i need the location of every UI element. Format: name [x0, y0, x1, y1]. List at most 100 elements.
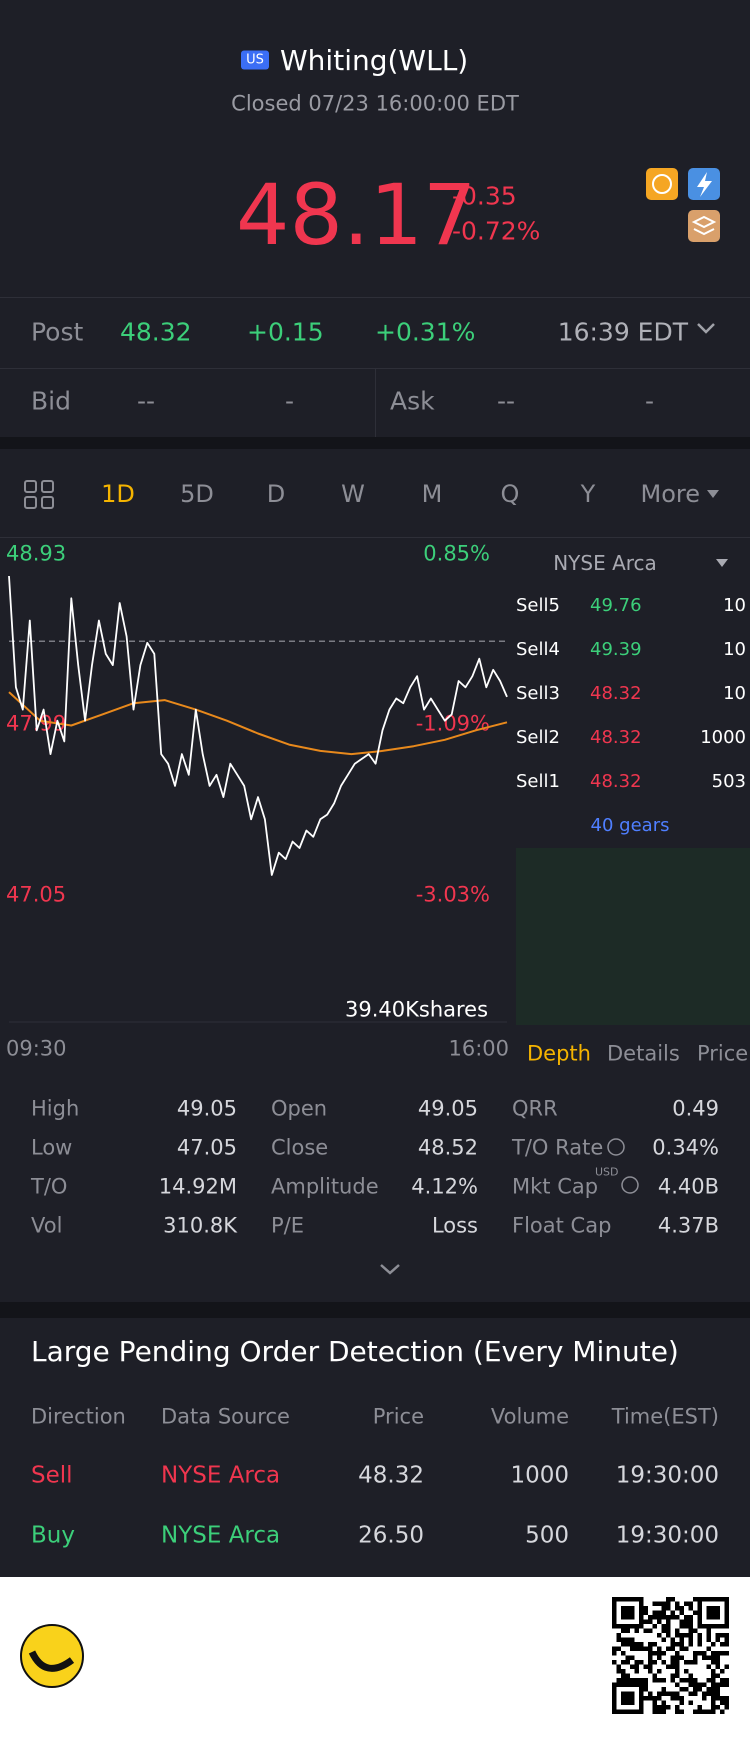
qr-module	[706, 1610, 711, 1615]
qr-module	[724, 1651, 729, 1656]
flash-glyph	[697, 172, 712, 197]
qr-module	[679, 1687, 684, 1692]
qr-module	[720, 1696, 725, 1701]
qr-module	[612, 1606, 617, 1611]
qr-module	[634, 1682, 639, 1687]
table-cell: 48.32	[358, 1462, 424, 1489]
qr-module	[643, 1678, 648, 1683]
qr-module	[715, 1615, 720, 1620]
dropdown-arrow[interactable]	[707, 490, 719, 498]
qr-module	[648, 1619, 653, 1624]
qr-module	[657, 1709, 662, 1714]
qr-module	[630, 1597, 635, 1602]
tab[interactable]: W	[341, 480, 365, 508]
logo-stripe	[28, 1650, 75, 1672]
post-label: Post	[31, 317, 84, 347]
qr-module	[702, 1597, 707, 1602]
dropdown-arrow[interactable]	[716, 559, 728, 567]
qr-module	[621, 1610, 626, 1615]
qr-module	[612, 1696, 617, 1701]
stat-label: Open	[271, 1096, 328, 1121]
qr-module	[679, 1633, 684, 1638]
qr-module	[657, 1646, 662, 1651]
qr-module	[679, 1709, 684, 1714]
book-label: Sell5	[516, 595, 560, 616]
qr-module	[621, 1660, 626, 1665]
qr-module	[643, 1696, 648, 1701]
chevron[interactable]	[697, 323, 715, 334]
bid-size: -	[285, 386, 295, 416]
qr-module	[643, 1687, 648, 1692]
qr-module	[666, 1691, 671, 1696]
tab[interactable]: 5D	[180, 480, 214, 508]
qr-module	[706, 1687, 711, 1692]
book-tab[interactable]: Details	[607, 1041, 680, 1066]
qr-module	[643, 1606, 648, 1611]
qr-module	[697, 1651, 702, 1656]
qr-module	[666, 1601, 671, 1606]
info-icon[interactable]	[621, 1176, 639, 1194]
tab[interactable]: Q	[500, 480, 520, 508]
book-size: 503	[711, 771, 746, 792]
qr-module	[688, 1637, 693, 1642]
tab[interactable]: M	[421, 480, 443, 508]
qr-module	[711, 1696, 716, 1701]
qr-code	[612, 1597, 729, 1714]
qr-module	[715, 1637, 720, 1642]
gears[interactable]: 40 gears	[590, 815, 670, 836]
book-tab[interactable]: Price	[697, 1041, 749, 1066]
book-price: 48.32	[590, 727, 642, 748]
qr-module	[634, 1669, 639, 1674]
post-change: +0.15	[247, 317, 324, 347]
qr-module	[625, 1660, 630, 1665]
stat-value: 49.05	[417, 1096, 478, 1121]
qr-module	[697, 1610, 702, 1615]
tab[interactable]: 1D	[101, 480, 135, 508]
title: Whiting(WLL)	[280, 44, 469, 77]
qr-module	[697, 1633, 702, 1638]
qr-module	[612, 1597, 617, 1602]
qr-module	[630, 1682, 635, 1687]
qr-module	[639, 1709, 644, 1714]
qr-module	[702, 1696, 707, 1701]
qr-module	[724, 1619, 729, 1624]
qr-module	[661, 1687, 666, 1692]
table-cell: NYSE Arca	[161, 1462, 281, 1489]
tab[interactable]: More	[640, 480, 701, 508]
qr-module	[711, 1709, 716, 1714]
qr-module	[670, 1664, 675, 1669]
qr-module	[616, 1664, 621, 1669]
qr-module	[715, 1651, 720, 1656]
cash-icon[interactable]	[646, 168, 678, 200]
price-line	[8, 575, 508, 876]
qr-module	[702, 1682, 707, 1687]
info-icon[interactable]	[607, 1138, 625, 1156]
qr-module	[639, 1606, 644, 1611]
book-tab[interactable]: Depth	[527, 1041, 591, 1066]
qr-module	[675, 1691, 680, 1696]
qr-module	[715, 1664, 720, 1669]
qr-module	[630, 1709, 635, 1714]
qr-module	[675, 1660, 680, 1665]
book-price: 49.76	[590, 595, 642, 616]
qr-module	[702, 1655, 707, 1660]
expand-chevron[interactable]	[380, 1264, 400, 1275]
qr-module	[666, 1633, 671, 1638]
qr-module	[688, 1700, 693, 1705]
qr-module	[697, 1682, 702, 1687]
qr-module	[697, 1615, 702, 1620]
qr-module	[697, 1642, 702, 1647]
qr-module	[724, 1700, 729, 1705]
qr-module	[639, 1646, 644, 1651]
table-cell: 19:30:00	[615, 1522, 719, 1549]
qr-module	[666, 1624, 671, 1629]
qr-module	[675, 1709, 680, 1714]
qr-module	[630, 1610, 635, 1615]
qr-module	[621, 1651, 626, 1656]
tab[interactable]: Y	[580, 480, 596, 508]
tab[interactable]: D	[266, 480, 286, 508]
grid-icon[interactable]	[24, 480, 54, 509]
qr-module	[621, 1628, 626, 1633]
qr-module	[720, 1651, 725, 1656]
section-gap	[0, 437, 750, 449]
